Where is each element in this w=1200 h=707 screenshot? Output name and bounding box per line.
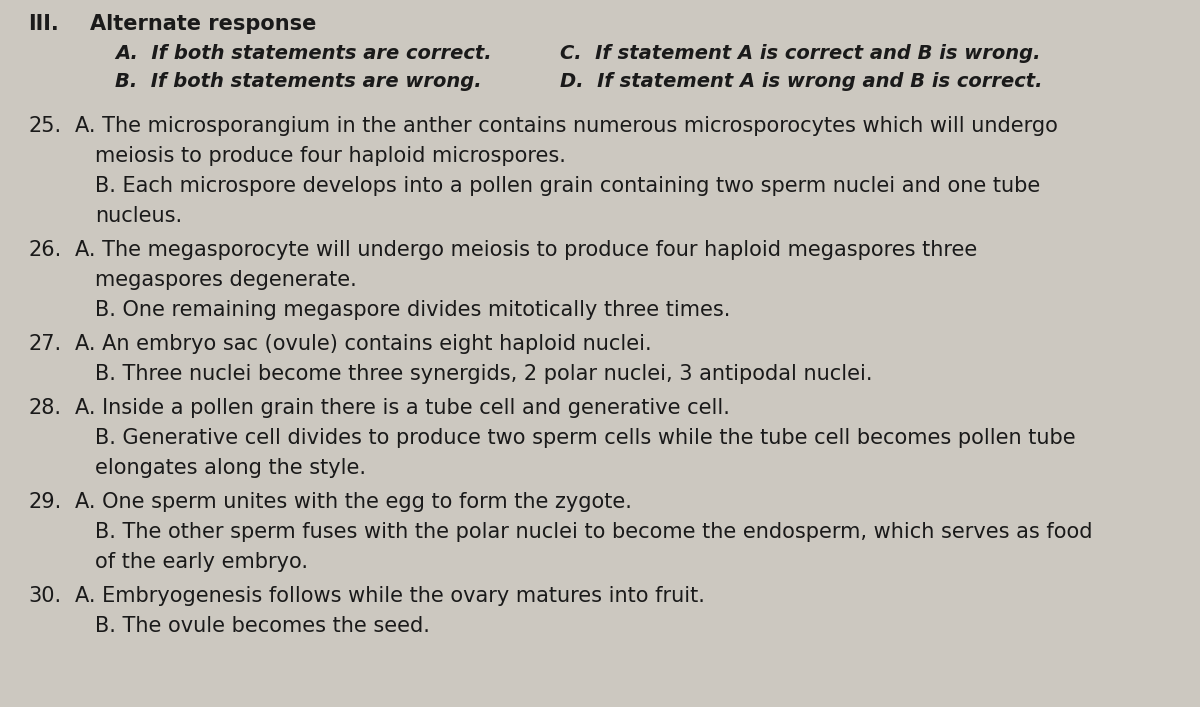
- Text: B. Three nuclei become three synergids, 2 polar nuclei, 3 antipodal nuclei.: B. Three nuclei become three synergids, …: [95, 364, 872, 384]
- Text: Alternate response: Alternate response: [90, 14, 317, 34]
- Text: D.  If statement A is wrong and B is correct.: D. If statement A is wrong and B is corr…: [560, 72, 1043, 91]
- Text: B. One remaining megaspore divides mitotically three times.: B. One remaining megaspore divides mitot…: [95, 300, 731, 320]
- Text: 27.: 27.: [28, 334, 61, 354]
- Text: meiosis to produce four haploid microspores.: meiosis to produce four haploid microspo…: [95, 146, 566, 166]
- Text: 26.: 26.: [28, 240, 61, 260]
- Text: A. One sperm unites with the egg to form the zygote.: A. One sperm unites with the egg to form…: [74, 492, 632, 512]
- Text: A. The microsporangium in the anther contains numerous microsporocytes which wil: A. The microsporangium in the anther con…: [74, 116, 1058, 136]
- Text: A. The megasporocyte will undergo meiosis to produce four haploid megaspores thr: A. The megasporocyte will undergo meiosi…: [74, 240, 977, 260]
- Text: A. Embryogenesis follows while the ovary matures into fruit.: A. Embryogenesis follows while the ovary…: [74, 586, 704, 606]
- Text: 30.: 30.: [28, 586, 61, 606]
- Text: A. An embryo sac (ovule) contains eight haploid nuclei.: A. An embryo sac (ovule) contains eight …: [74, 334, 652, 354]
- Text: nucleus.: nucleus.: [95, 206, 182, 226]
- Text: elongates along the style.: elongates along the style.: [95, 458, 366, 478]
- Text: 29.: 29.: [28, 492, 61, 512]
- Text: C.  If statement A is correct and B is wrong.: C. If statement A is correct and B is wr…: [560, 44, 1040, 63]
- Text: A. Inside a pollen grain there is a tube cell and generative cell.: A. Inside a pollen grain there is a tube…: [74, 398, 730, 418]
- Text: III.: III.: [28, 14, 59, 34]
- Text: 25.: 25.: [28, 116, 61, 136]
- Text: B. The ovule becomes the seed.: B. The ovule becomes the seed.: [95, 616, 430, 636]
- Text: B.  If both statements are wrong.: B. If both statements are wrong.: [115, 72, 481, 91]
- Text: 28.: 28.: [28, 398, 61, 418]
- Text: A.  If both statements are correct.: A. If both statements are correct.: [115, 44, 492, 63]
- Text: megaspores degenerate.: megaspores degenerate.: [95, 270, 356, 290]
- Text: B. Each microspore develops into a pollen grain containing two sperm nuclei and : B. Each microspore develops into a polle…: [95, 176, 1040, 196]
- Text: B. The other sperm fuses with the polar nuclei to become the endosperm, which se: B. The other sperm fuses with the polar …: [95, 522, 1092, 542]
- Text: of the early embryo.: of the early embryo.: [95, 552, 308, 572]
- Text: B. Generative cell divides to produce two sperm cells while the tube cell become: B. Generative cell divides to produce tw…: [95, 428, 1075, 448]
